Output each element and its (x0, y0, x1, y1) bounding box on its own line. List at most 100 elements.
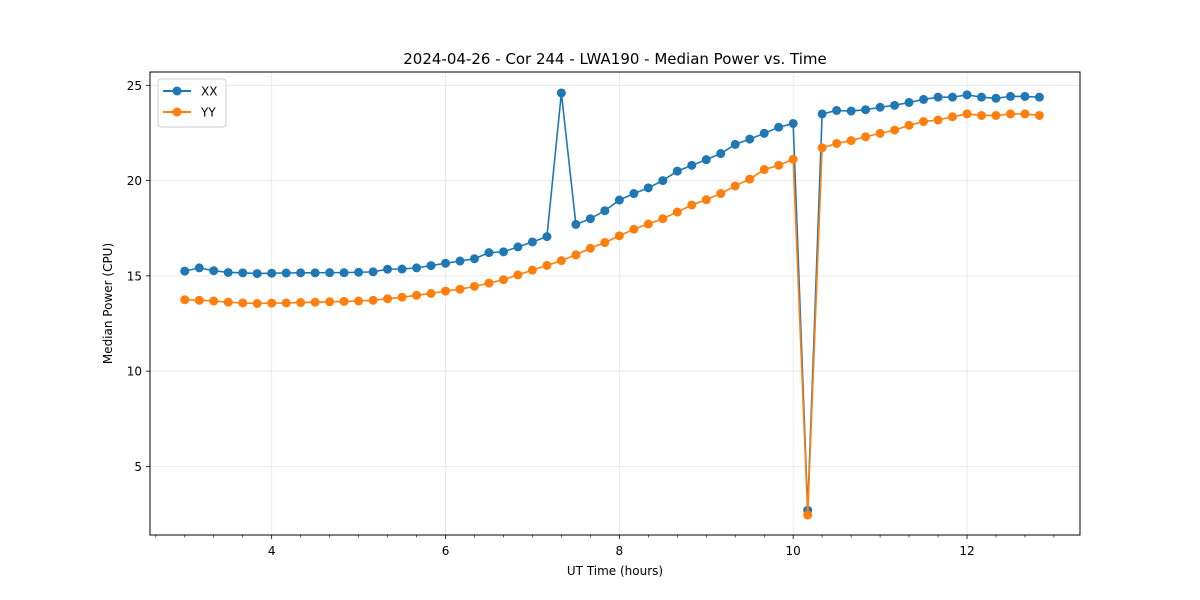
data-point-xx (556, 88, 566, 98)
data-point-xx (354, 267, 364, 277)
data-point-yy (484, 278, 494, 288)
data-point-xx (441, 258, 451, 268)
data-point-yy (441, 286, 451, 296)
data-point-yy (919, 117, 929, 127)
data-point-xx (469, 254, 479, 264)
data-point-xx (672, 166, 682, 176)
data-point-yy (310, 297, 320, 307)
data-point-yy (252, 299, 262, 308)
data-point-xx (426, 261, 436, 271)
data-point-yy (354, 296, 364, 306)
data-point-xx (1005, 91, 1015, 101)
data-point-yy (223, 297, 233, 307)
data-point-yy (600, 238, 610, 248)
series-xx (180, 88, 1044, 515)
x-axis-title: UT Time (hours) (567, 564, 663, 578)
data-point-yy (1005, 109, 1015, 119)
data-point-xx (281, 268, 291, 278)
data-point-xx (759, 128, 769, 138)
data-point-xx (614, 195, 624, 205)
data-point-yy (629, 224, 639, 234)
data-point-xx (252, 269, 262, 279)
legend-label-xx: XX (201, 85, 217, 99)
data-point-xx (716, 149, 726, 159)
data-point-xx (180, 266, 190, 276)
data-point-yy (209, 296, 219, 306)
y-tick-label: 5 (134, 460, 142, 474)
data-point-xx (861, 105, 871, 115)
data-point-xx (947, 92, 957, 102)
data-point-yy (832, 138, 842, 148)
data-point-xx (962, 90, 972, 100)
data-point-yy (701, 195, 711, 205)
data-point-xx (875, 102, 885, 112)
y-tick-label: 20 (127, 174, 142, 188)
data-point-xx (730, 139, 740, 149)
data-point-xx (412, 263, 422, 273)
data-point-yy (904, 120, 914, 130)
x-tick-label: 10 (786, 544, 801, 558)
data-point-yy (296, 298, 306, 308)
data-point-yy (788, 154, 798, 164)
data-point-xx (513, 242, 523, 252)
data-point-yy (426, 288, 436, 298)
data-point-xx (383, 264, 393, 274)
data-point-yy (962, 109, 972, 119)
data-point-xx (296, 268, 306, 278)
data-point-xx (977, 92, 987, 102)
y-tick-label: 10 (127, 365, 142, 379)
plot-area-frame (149, 71, 1081, 536)
x-tick-label: 12 (959, 544, 974, 558)
data-point-yy (325, 297, 335, 307)
data-point-yy (1034, 110, 1044, 120)
data-point-yy (730, 181, 740, 191)
legend-label-yy: YY (200, 106, 216, 120)
data-point-xx (542, 232, 552, 242)
data-point-yy (585, 243, 595, 253)
data-point-xx (919, 94, 929, 104)
data-point-xx (643, 183, 653, 193)
legend-marker-yy (172, 107, 182, 117)
data-point-yy (890, 125, 900, 135)
data-point-yy (774, 160, 784, 170)
data-point-yy (817, 143, 827, 153)
data-point-xx (600, 206, 610, 216)
data-point-xx (498, 247, 508, 257)
data-point-xx (484, 248, 494, 258)
data-point-xx (817, 109, 827, 119)
data-point-yy (933, 115, 943, 125)
data-point-yy (267, 298, 277, 308)
data-point-yy (658, 214, 668, 224)
data-point-yy (556, 256, 566, 266)
data-point-xx (832, 105, 842, 115)
data-point-yy (803, 510, 813, 520)
data-point-xx (846, 106, 856, 116)
data-point-xx (890, 100, 900, 110)
data-point-xx (933, 92, 943, 102)
data-point-yy (947, 112, 957, 122)
data-point-yy (571, 250, 581, 260)
y-tick-label: 25 (127, 79, 142, 93)
x-tick-label: 4 (268, 544, 276, 558)
data-point-xx (1034, 92, 1044, 102)
data-point-yy (643, 219, 653, 229)
data-point-xx (397, 264, 407, 274)
data-point-yy (339, 296, 349, 306)
legend-marker-xx (172, 86, 182, 96)
data-point-yy (498, 275, 508, 285)
series-yy (180, 109, 1044, 520)
data-point-yy (1020, 109, 1030, 119)
chart-title: 2024-04-26 - Cor 244 - LWA190 - Median P… (403, 50, 827, 68)
data-point-xx (527, 237, 537, 247)
data-point-xx (571, 219, 581, 229)
data-point-xx (368, 267, 378, 277)
data-point-yy (383, 294, 393, 304)
data-point-yy (455, 284, 465, 294)
data-point-yy (672, 207, 682, 217)
data-point-yy (687, 200, 697, 210)
data-point-xx (194, 263, 204, 273)
grid-layer (150, 72, 1080, 535)
data-point-xx (701, 155, 711, 165)
data-point-xx (629, 189, 639, 199)
